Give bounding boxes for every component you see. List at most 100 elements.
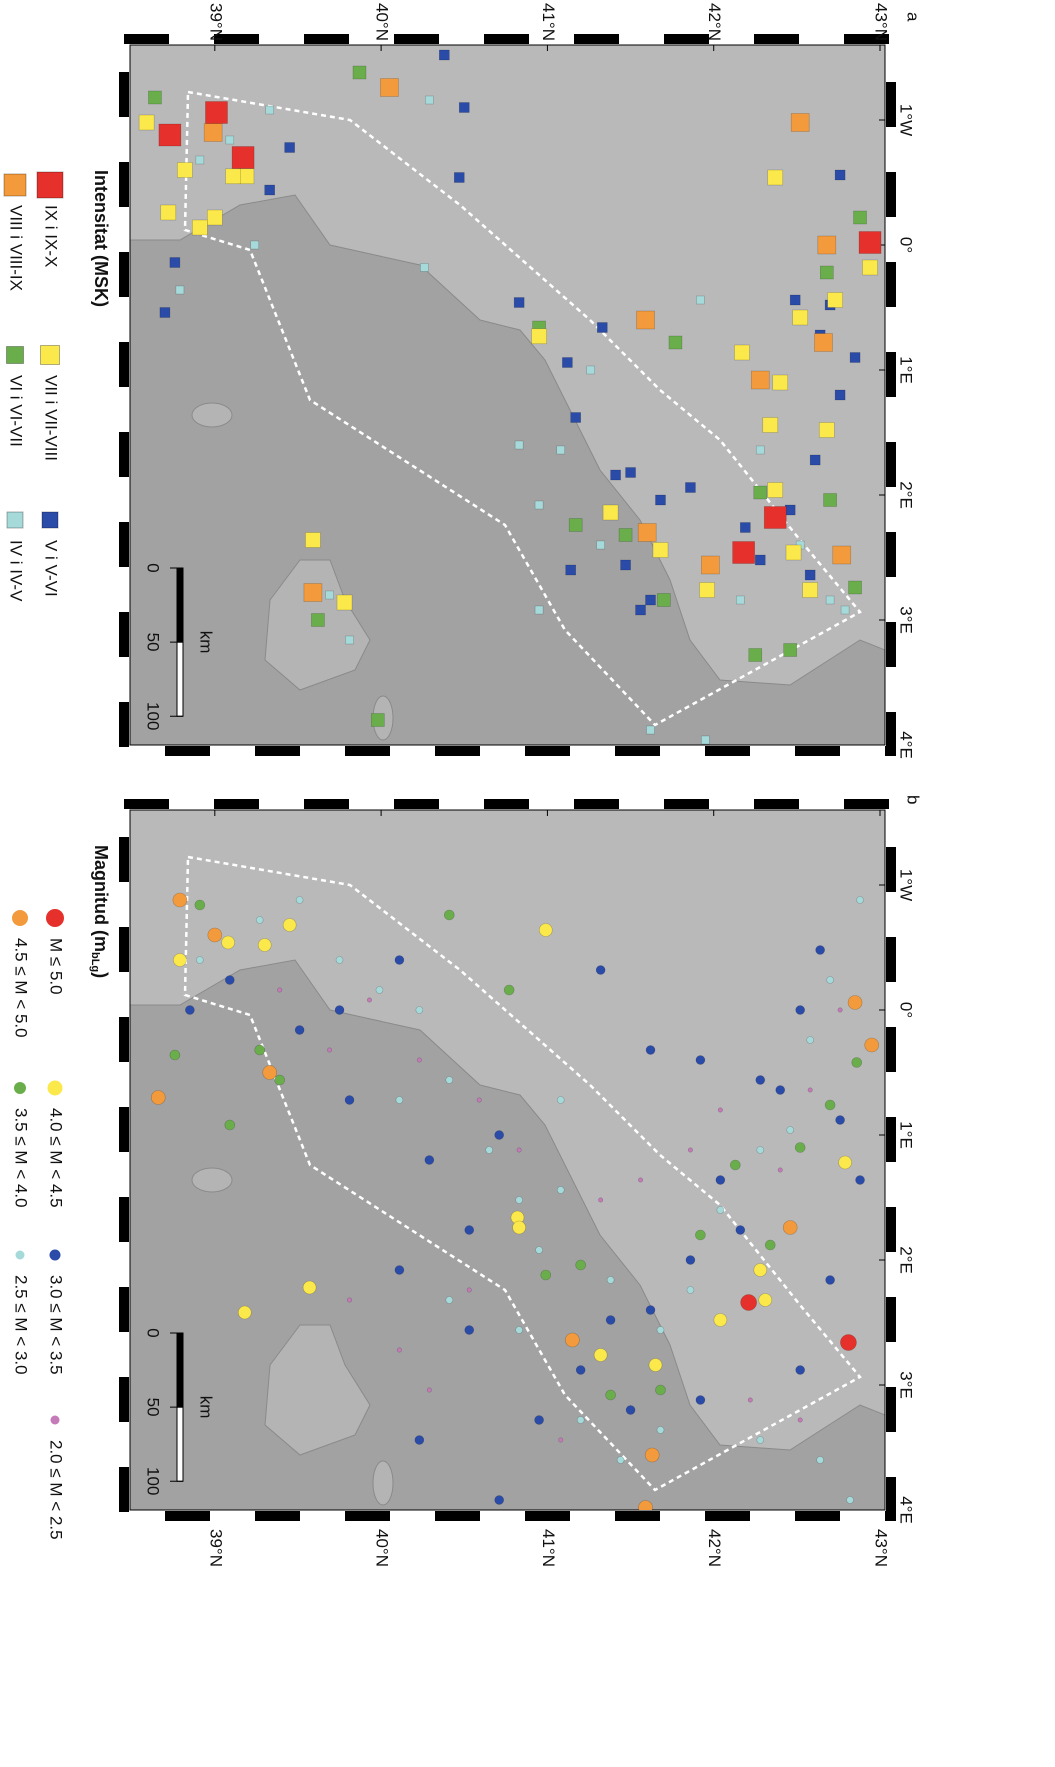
intensity-marker xyxy=(380,79,398,97)
magnitude-marker xyxy=(756,1076,765,1085)
magnitude-marker xyxy=(759,1294,772,1307)
intensity-marker xyxy=(826,596,834,604)
legend-swatch xyxy=(41,346,60,365)
intensity-marker xyxy=(535,501,543,509)
intensity-marker xyxy=(371,714,384,727)
intensity-marker xyxy=(638,524,656,542)
intensity-marker xyxy=(226,169,241,184)
intensity-marker xyxy=(805,570,815,580)
magnitude-marker xyxy=(826,1276,835,1285)
magnitude-marker xyxy=(347,1298,351,1302)
intensity-marker xyxy=(177,163,192,178)
magnitude-marker xyxy=(425,1156,434,1165)
intensity-marker xyxy=(784,644,797,657)
legend-swatch xyxy=(48,1081,63,1096)
magnitude-marker xyxy=(796,1006,805,1015)
magnitude-marker xyxy=(559,1438,563,1442)
lat-tick-label: 41°N xyxy=(539,1529,558,1567)
scale-label: 50 xyxy=(144,1398,163,1417)
magnitude-marker xyxy=(795,1143,805,1153)
legend-swatch xyxy=(7,347,24,364)
intensity-marker xyxy=(657,594,670,607)
intensity-marker xyxy=(535,606,543,614)
intensity-marker xyxy=(439,50,449,60)
intensity-marker xyxy=(835,390,845,400)
panel-label: a xyxy=(904,12,923,22)
intensity-marker xyxy=(820,266,833,279)
intensity-marker xyxy=(557,446,565,454)
intensity-marker xyxy=(285,143,295,153)
magnitude-marker xyxy=(718,1108,722,1112)
intensity-marker xyxy=(304,584,322,602)
scale-label: 100 xyxy=(144,702,163,730)
legend-title: Magnitud (mbLg) xyxy=(89,845,111,978)
legend-swatch xyxy=(7,512,23,528)
magnitude-marker xyxy=(852,1058,862,1068)
magnitude-marker xyxy=(467,1288,471,1292)
magnitude-marker xyxy=(838,1008,842,1012)
intensity-marker xyxy=(251,241,259,249)
figure: a39°N40°N41°N42°N43°N1°W0°1°E2°E3°E4°EIn… xyxy=(0,0,1055,1767)
magnitude-marker xyxy=(848,996,862,1010)
magnitude-marker xyxy=(195,900,205,910)
magnitude-marker xyxy=(255,1045,265,1055)
magnitude-marker xyxy=(516,1197,523,1204)
intensity-marker xyxy=(353,66,366,79)
legend-label: 4.5 ≤ M < 5.0 xyxy=(12,938,31,1038)
magnitude-marker xyxy=(576,1260,586,1270)
legend-label: V i V-VI xyxy=(42,540,61,597)
magnitude-marker xyxy=(504,985,514,995)
magnitude-marker xyxy=(256,917,263,924)
intensity-marker xyxy=(740,523,750,533)
magnitude-marker xyxy=(798,1418,802,1422)
intensity-marker xyxy=(571,413,581,423)
intensity-marker xyxy=(305,533,320,548)
magnitude-marker xyxy=(495,1496,504,1505)
intensity-marker xyxy=(701,736,709,744)
magnitude-marker xyxy=(446,1077,453,1084)
scale-label: 100 xyxy=(144,1467,163,1495)
intensity-marker xyxy=(755,555,765,565)
magnitude-marker xyxy=(657,1427,664,1434)
magnitude-marker xyxy=(336,957,343,964)
magnitude-marker xyxy=(517,1148,521,1152)
lat-tick-label: 42°N xyxy=(705,1529,724,1567)
lat-tick-label: 39°N xyxy=(206,1529,225,1567)
legend-swatch xyxy=(12,910,28,926)
intensity-marker xyxy=(621,560,631,570)
lat-tick-label: 40°N xyxy=(373,3,392,41)
legend-swatch xyxy=(37,172,63,198)
intensity-marker xyxy=(603,505,618,520)
magnitude-marker xyxy=(714,1314,727,1327)
legend-title-part: ) xyxy=(91,972,111,978)
lon-tick-label: 2°E xyxy=(897,1246,916,1274)
intensity-marker xyxy=(326,591,334,599)
intensity-marker xyxy=(803,583,818,598)
scale-bar-segment xyxy=(177,568,183,642)
intensity-marker xyxy=(626,468,636,478)
intensity-marker xyxy=(701,556,719,574)
legend-label: 3.5 ≤ M < 4.0 xyxy=(12,1108,31,1208)
scale-bar-segment xyxy=(177,642,183,716)
intensity-marker xyxy=(159,124,181,146)
intensity-marker xyxy=(863,260,878,275)
magnitude-marker xyxy=(345,1096,354,1105)
lon-tick-label: 1°E xyxy=(897,1121,916,1149)
intensity-marker xyxy=(763,418,778,433)
magnitude-marker xyxy=(415,1436,424,1445)
intensity-marker xyxy=(793,310,808,325)
intensity-marker xyxy=(653,543,668,558)
intensity-marker xyxy=(161,205,176,220)
magnitude-marker xyxy=(626,1406,635,1415)
magnitude-marker xyxy=(686,1256,695,1265)
magnitude-marker xyxy=(565,1333,579,1347)
intensity-marker xyxy=(696,296,704,304)
scale-bar-segment xyxy=(177,1407,183,1481)
magnitude-marker xyxy=(638,1178,642,1182)
magnitude-marker xyxy=(757,1437,764,1444)
magnitude-marker xyxy=(539,924,552,937)
lon-tick-label: 2°E xyxy=(897,481,916,509)
magnitude-marker xyxy=(606,1390,616,1400)
intensity-marker xyxy=(785,505,795,515)
magnitude-marker xyxy=(277,988,281,992)
